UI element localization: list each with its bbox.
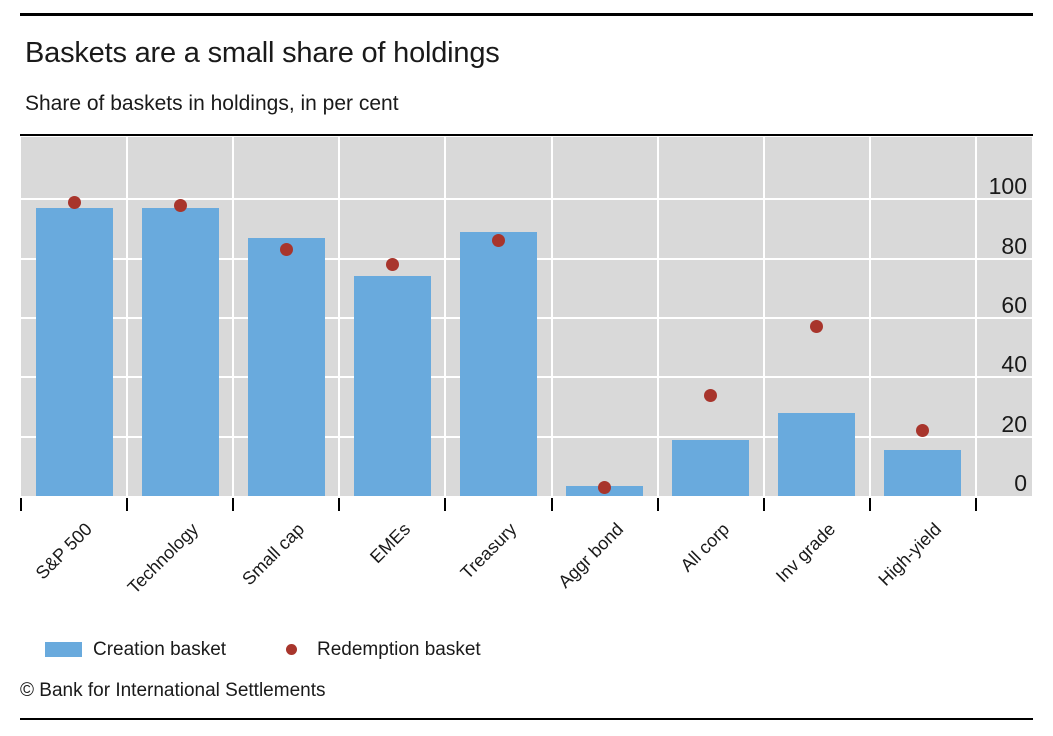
bar-s-p-500 (35, 208, 113, 496)
tick-7 (762, 498, 765, 511)
dot-aggr-bond (598, 480, 612, 494)
xlabel-treasury: Treasury (456, 519, 521, 583)
dot-emes (385, 258, 399, 272)
tick-3 (338, 498, 341, 511)
gridline-x-4 (444, 137, 447, 496)
gridline-x-3 (338, 137, 341, 496)
gridline-x-2 (232, 137, 235, 496)
bar-treasury (460, 231, 537, 496)
gridline-y-100 (21, 198, 1032, 201)
ylabel-40: 40 (1001, 351, 1027, 378)
bar-all-corp (672, 439, 750, 496)
tick-1 (126, 498, 129, 511)
top-rule (20, 13, 1033, 16)
gridline-x-6 (656, 137, 659, 496)
xlabel-all-corp: All corp (676, 519, 733, 576)
bar-emes (353, 276, 431, 496)
bar-inv-grade (778, 412, 856, 496)
subtitle-divider-rule (20, 134, 1033, 136)
ylabel-60: 60 (1001, 291, 1027, 318)
ylabel-20: 20 (1001, 410, 1027, 437)
xlabel-emes: EMEs (366, 519, 415, 568)
bar-small-cap (247, 237, 325, 496)
xlabel-aggr-bond: Aggr bond (553, 519, 627, 592)
tick-8 (868, 498, 871, 511)
tick-9 (975, 498, 977, 511)
bar-high-yield (884, 450, 962, 496)
dot-high-yield (916, 424, 930, 438)
dot-treasury (492, 234, 505, 248)
dot-small-cap (279, 243, 293, 257)
ylabel-100: 100 (988, 173, 1027, 200)
xlabel-small-cap: Small cap (238, 519, 309, 590)
legend-swatch-creation-basket (45, 642, 82, 657)
tick-2 (232, 498, 235, 511)
xlabel-high-yield: High-yield (874, 519, 946, 590)
bar-technology (141, 208, 219, 496)
dot-s-p-500 (67, 195, 81, 209)
legend-label-creation-basket: Creation basket (93, 639, 227, 660)
gridline-x-1 (126, 137, 129, 496)
gridline-x-7 (762, 137, 765, 496)
xlabel-technology: Technology (123, 519, 203, 598)
bottom-rule (20, 718, 1033, 720)
ylabel-80: 80 (1001, 232, 1027, 259)
page-title: Baskets are a small share of holdings (25, 37, 500, 69)
legend-label-redemption-basket: Redemption basket (317, 639, 481, 660)
tick-0 (20, 498, 22, 511)
gridline-x-5 (550, 137, 553, 496)
legend-dot-redemption-basket (286, 644, 297, 655)
tick-6 (656, 498, 659, 511)
tick-5 (550, 498, 553, 511)
gridline-x-9 (975, 137, 977, 496)
dot-technology (173, 198, 187, 212)
xlabel-inv-grade: Inv grade (771, 519, 839, 587)
ylabel-0: 0 (1014, 470, 1027, 496)
tick-4 (444, 498, 447, 511)
xlabel-s-p-500: S&P 500 (32, 519, 97, 584)
page-subtitle: Share of baskets in holdings, in per cen… (25, 92, 399, 115)
dot-all-corp (704, 388, 718, 402)
dot-inv-grade (810, 320, 824, 334)
footer-copyright: © Bank for International Settlements (20, 680, 326, 701)
gridline-x-8 (868, 137, 871, 496)
